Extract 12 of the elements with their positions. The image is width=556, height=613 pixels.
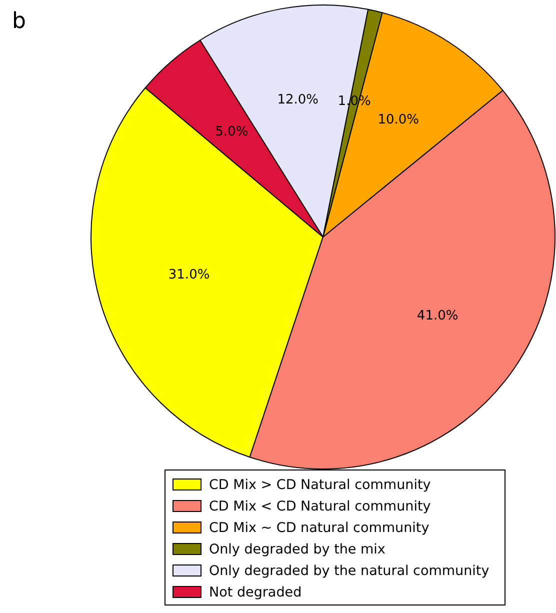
chart-title: b [12, 9, 26, 34]
legend-label: Only degraded by the natural community [209, 563, 490, 579]
legend-label: CD Mix ~ CD natural community [209, 520, 430, 536]
data-label: 31.0% [168, 267, 210, 282]
legend-label: CD Mix < CD Natural community [209, 498, 431, 514]
legend-label: CD Mix > CD Natural community [209, 477, 431, 493]
data-label: 12.0% [277, 92, 319, 108]
data-label: 5.0% [215, 124, 248, 140]
data-label: 41.0% [416, 308, 458, 324]
legend-label: Not degraded [209, 584, 302, 600]
legend-label: Only degraded by the mix [209, 542, 386, 558]
data-label: 10.0% [378, 112, 420, 128]
